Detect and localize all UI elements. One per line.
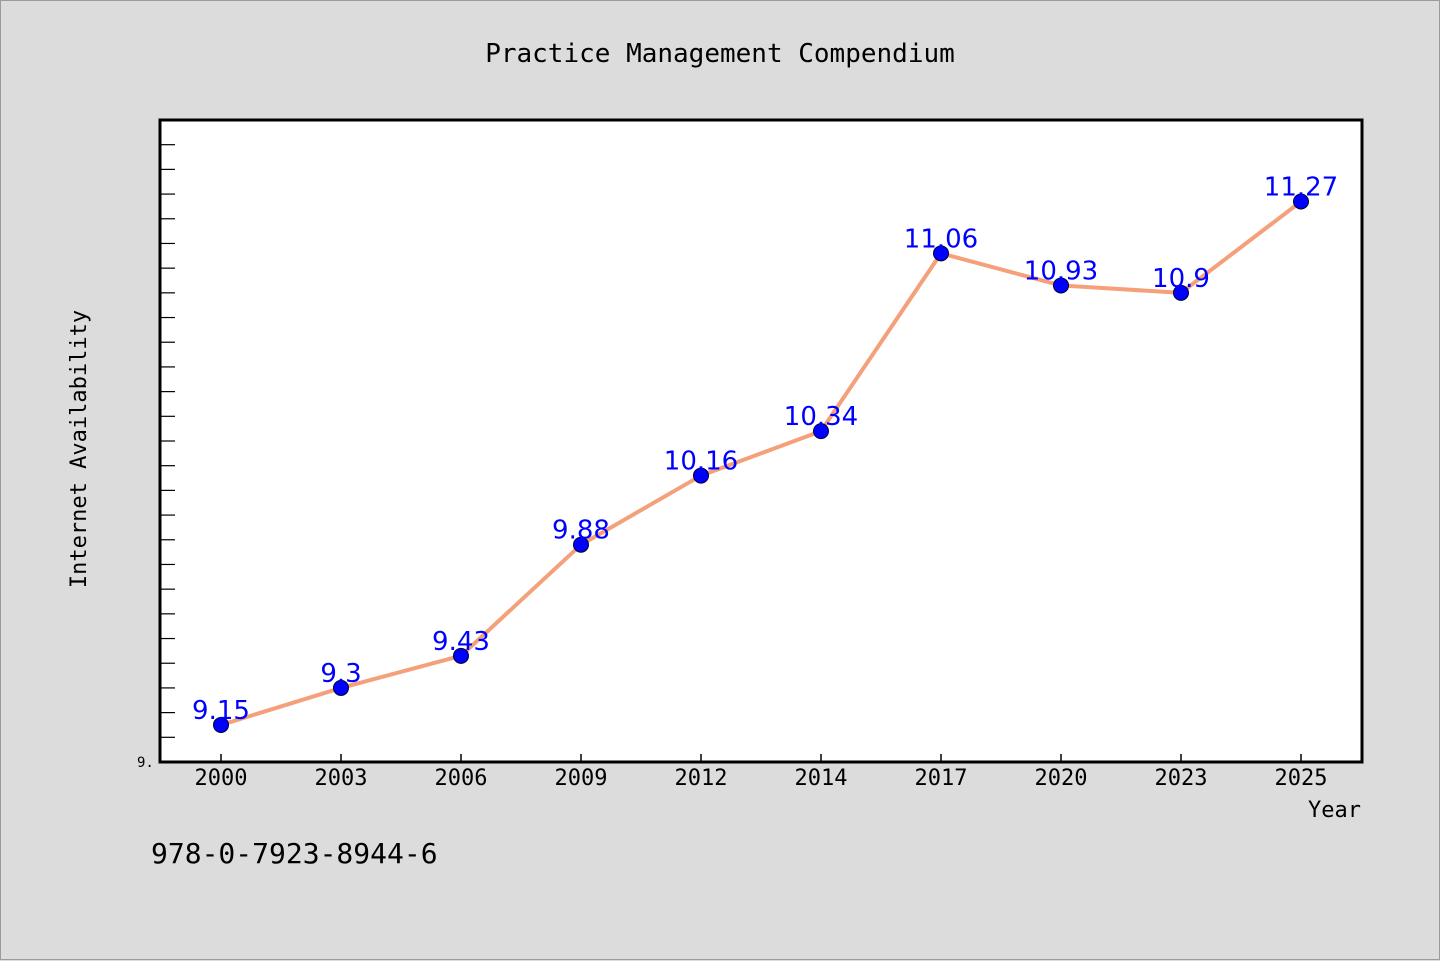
x-tick-label: 2000: [195, 766, 248, 791]
x-tick-label: 2020: [1035, 766, 1088, 791]
data-label: 11.06: [904, 224, 978, 254]
x-axis-ticks: 2000 2003 2006 2009 2012 2014 2017 2020 2023 2025: [195, 754, 1328, 791]
data-point: [813, 423, 829, 440]
data-label: 11.27: [1264, 172, 1338, 202]
data-point: [1173, 284, 1189, 301]
data-label: 9.15: [192, 696, 250, 726]
x-tick-label: 2003: [315, 766, 368, 791]
data-point: [1053, 277, 1069, 294]
data-point: [693, 467, 709, 484]
data-point: [333, 679, 349, 696]
series-group: 9.15 9.3 9.43 9.88 10.16 10.34 11.06 10.93 10.9 1…: [192, 172, 1338, 733]
data-label: 10.93: [1024, 256, 1098, 286]
y-axis-ticks: [160, 144, 175, 738]
data-label: 10.16: [664, 447, 738, 477]
isbn-text: 978-0-7923-8944-6: [151, 837, 438, 870]
x-tick-label: 2023: [1155, 766, 1208, 791]
data-label: 10.34: [784, 402, 858, 432]
data-point: [933, 245, 949, 262]
series-line: [220, 199, 1303, 727]
y-axis-title: Internet Availability: [67, 310, 92, 588]
data-point: [213, 716, 229, 733]
chart-title: Practice Management Compendium: [485, 39, 955, 69]
data-point: [453, 647, 469, 664]
data-label: 10.9: [1152, 264, 1210, 294]
data-label: 9.3: [320, 659, 361, 689]
x-tick-label: 2025: [1275, 766, 1328, 791]
data-label: 9.43: [432, 627, 490, 657]
data-point: [1293, 193, 1309, 210]
x-tick-label: 2017: [915, 766, 968, 791]
data-point: [573, 536, 589, 553]
x-tick-label: 2012: [675, 766, 728, 791]
x-tick-label: 2009: [555, 766, 608, 791]
plot-area: [158, 118, 1364, 764]
x-tick-label: 2014: [795, 766, 848, 791]
y-tick-label: 9.: [137, 755, 154, 771]
x-tick-label: 2006: [435, 766, 488, 791]
data-label: 9.88: [552, 516, 610, 546]
x-axis-title: Year: [1308, 798, 1361, 823]
